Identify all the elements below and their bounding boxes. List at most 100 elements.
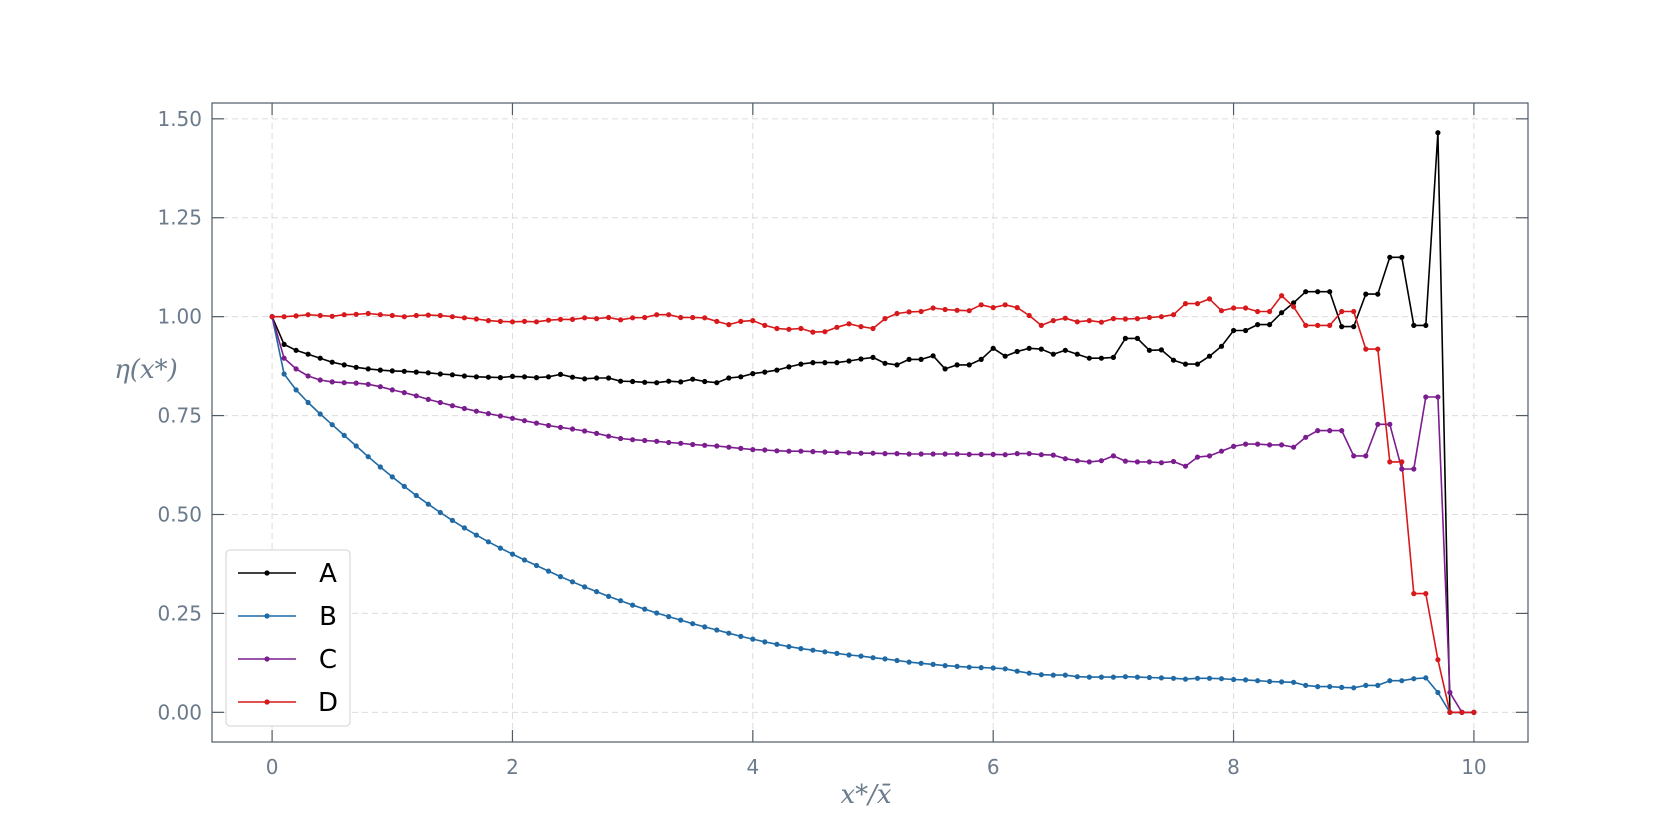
series-c-point xyxy=(690,441,696,448)
series-b-point xyxy=(1279,679,1285,685)
series-b-point xyxy=(906,659,912,665)
series-a-point xyxy=(449,372,455,378)
series-b-point xyxy=(1243,677,1249,683)
series-b-point xyxy=(942,663,948,669)
series-c-point xyxy=(702,442,708,448)
series-c-point xyxy=(353,380,359,386)
series-d-point xyxy=(1002,302,1008,308)
series-c-point xyxy=(942,451,948,457)
series-c-point xyxy=(449,403,455,409)
series-a-point xyxy=(437,371,443,377)
series-b-point xyxy=(569,579,576,585)
series-c-point xyxy=(1182,463,1189,469)
series-b-point xyxy=(449,517,455,524)
series-b-point xyxy=(594,589,600,595)
series-a-point xyxy=(521,374,528,380)
series-c-point xyxy=(606,433,612,439)
legend-swatch-marker xyxy=(264,570,270,576)
legend-item-c: C xyxy=(238,645,337,675)
y-tick-label: 0.25 xyxy=(157,601,202,625)
series-d-point xyxy=(545,317,552,323)
series-a-point xyxy=(461,373,467,379)
x-tick-label: 8 xyxy=(1227,755,1240,779)
series-d-point xyxy=(1218,308,1225,314)
series-d-point xyxy=(1182,301,1189,307)
series-d-point xyxy=(906,309,912,315)
series-d-point xyxy=(1206,296,1213,302)
series-a-point xyxy=(906,356,912,362)
series-a-point xyxy=(509,373,516,379)
y-tick-label: 0.75 xyxy=(157,404,202,428)
series-d-point xyxy=(1471,709,1477,715)
series-b-point xyxy=(582,584,588,590)
series-b-point xyxy=(1050,672,1056,678)
series-b-point xyxy=(377,464,383,470)
series-a-point xyxy=(690,376,696,382)
series-c-point xyxy=(437,399,443,406)
series-a-point xyxy=(750,371,756,377)
series-a-point xyxy=(858,356,864,362)
series-d-point xyxy=(317,312,323,319)
series-d-point xyxy=(762,322,768,328)
series-d-point xyxy=(1375,346,1381,352)
series-d-point xyxy=(449,314,455,320)
series-b-point xyxy=(870,655,876,661)
series-b-point xyxy=(1014,668,1020,674)
series-a-point xyxy=(894,362,900,368)
series-c-point xyxy=(413,393,419,399)
series-c-point xyxy=(954,451,960,457)
series-c-point xyxy=(894,451,900,457)
series-a-point xyxy=(786,364,792,370)
series-c-point xyxy=(1050,452,1056,458)
series-c-point xyxy=(1279,442,1285,448)
series-a-point xyxy=(353,364,359,370)
series-d-point xyxy=(1062,315,1068,321)
series-d-point xyxy=(509,319,516,325)
series-d-point xyxy=(353,311,359,317)
series-d-point xyxy=(1411,591,1417,597)
x-tick-label: 10 xyxy=(1461,755,1486,779)
series-c-point xyxy=(1351,453,1357,459)
series-c-point xyxy=(1062,456,1068,462)
series-c-point xyxy=(1447,689,1453,696)
series-b-point xyxy=(606,593,612,600)
series-d-point xyxy=(1110,316,1116,322)
series-b-point xyxy=(461,525,467,531)
series-c-point xyxy=(1074,458,1080,464)
series-lines xyxy=(271,131,1474,714)
series-d-point xyxy=(485,318,491,324)
series-d-point xyxy=(1315,322,1321,328)
series-d-point xyxy=(990,305,996,311)
series-d-point xyxy=(690,314,696,321)
series-d-point xyxy=(858,324,864,330)
series-d-point xyxy=(738,318,744,324)
series-a-point xyxy=(702,378,708,385)
series-d-point xyxy=(1459,709,1465,715)
series-b-point xyxy=(990,665,996,671)
series-b-point xyxy=(714,627,720,633)
series-a-point xyxy=(666,378,672,384)
series-a-point xyxy=(606,375,612,381)
series-a-point xyxy=(1014,348,1020,355)
series-c-point xyxy=(473,408,479,414)
series-d-point xyxy=(1134,316,1140,322)
series-c-point xyxy=(1026,451,1032,457)
plot-frame xyxy=(211,102,1529,743)
series-a-point xyxy=(990,345,996,351)
series-b-point xyxy=(1026,670,1032,676)
series-a-point xyxy=(1218,343,1225,349)
series-d-point xyxy=(341,312,347,318)
series-b-point xyxy=(365,454,371,460)
series-a-point xyxy=(1279,310,1285,316)
series-a-point xyxy=(1327,289,1333,295)
series-c-point xyxy=(834,449,840,455)
series-b-point xyxy=(1122,674,1128,680)
series-d-point xyxy=(702,315,708,321)
y-tick-label: 1.00 xyxy=(157,305,202,329)
series-b-point xyxy=(1218,676,1225,682)
series-b-point xyxy=(1206,675,1213,681)
series-c-point xyxy=(305,373,311,379)
series-b-point xyxy=(353,443,359,449)
series-d-point xyxy=(437,312,443,319)
series-b-point xyxy=(1062,672,1068,678)
